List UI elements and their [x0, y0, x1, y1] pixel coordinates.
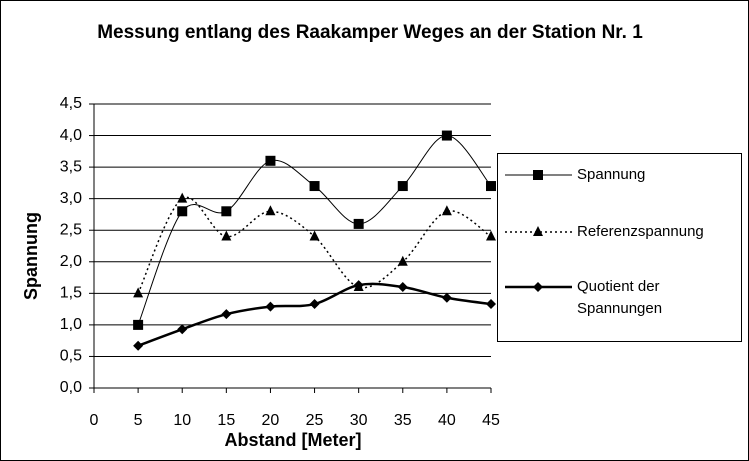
legend-marker [533, 226, 543, 236]
legend-label: Quotient der Spannungen [577, 278, 663, 317]
data-point [441, 205, 452, 216]
y-tick-label: 3,0 [60, 190, 82, 207]
y-tick-label: 1,0 [60, 316, 82, 333]
data-point [441, 292, 452, 303]
y-tick-label: 2,5 [60, 221, 82, 238]
data-point [133, 340, 144, 351]
x-tick-label: 5 [134, 412, 143, 429]
y-tick-label: 0,0 [60, 379, 82, 396]
data-point [397, 255, 408, 266]
y-tick-label: 0,5 [60, 348, 82, 365]
x-tick-label: 45 [482, 412, 500, 429]
y-tick-label: 3,5 [60, 158, 82, 175]
data-point [177, 324, 188, 335]
data-point [265, 301, 276, 312]
data-point [265, 155, 276, 166]
data-point [397, 181, 408, 192]
legend-box [497, 153, 742, 342]
data-point [221, 309, 232, 320]
data-point [486, 181, 496, 192]
y-tick-label: 2,0 [60, 253, 82, 270]
y-axis-title: Spannung [21, 212, 41, 300]
data-point [441, 130, 452, 141]
data-point [177, 206, 188, 217]
x-tick-label: 40 [438, 412, 456, 429]
data-point [353, 280, 364, 291]
data-point [221, 206, 232, 217]
legend-label: Referenzspannung [577, 223, 704, 240]
data-point [177, 192, 188, 203]
data-point [133, 287, 144, 298]
legend-label: Spannung [577, 166, 646, 183]
x-tick-label: 10 [173, 412, 191, 429]
data-point [309, 230, 320, 241]
y-tick-label: 4,0 [60, 127, 82, 144]
x-tick-label: 25 [306, 412, 324, 429]
x-axis-title: Abstand [Meter] [224, 430, 361, 450]
y-tick-label: 1,5 [60, 285, 82, 302]
x-tick-label: 35 [394, 412, 412, 429]
y-tick-label: 4,5 [60, 95, 82, 112]
data-point [397, 282, 408, 293]
x-tick-label: 0 [90, 412, 99, 429]
x-tick-label: 20 [262, 412, 280, 429]
data-point [221, 230, 232, 241]
x-tick-label: 30 [350, 412, 368, 429]
legend-marker [533, 282, 543, 292]
x-tick-label: 15 [217, 412, 235, 429]
data-point [133, 319, 144, 330]
legend-marker [533, 170, 543, 180]
data-point [265, 205, 276, 216]
data-point [486, 230, 496, 241]
data-point [353, 218, 364, 229]
data-point [309, 181, 320, 192]
data-point [486, 299, 496, 310]
data-point [309, 299, 320, 310]
chart-title: Messung entlang des Raakamper Weges an d… [97, 22, 643, 43]
